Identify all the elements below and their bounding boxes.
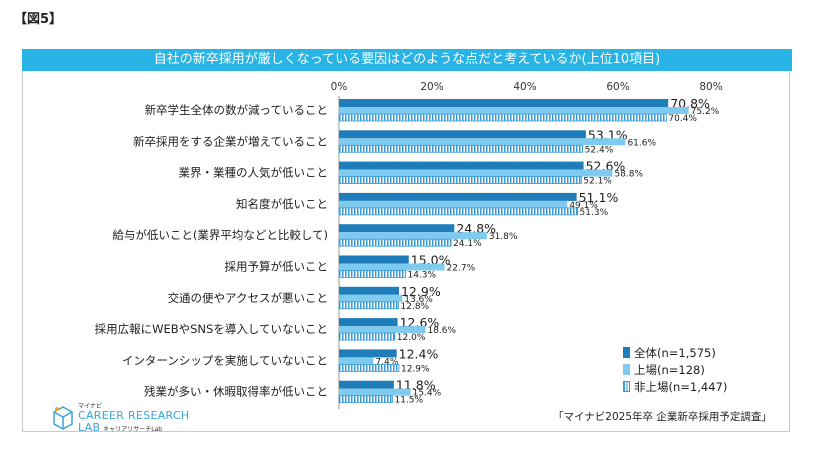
legend-swatch-listed: [623, 364, 630, 375]
bar-unlisted: [338, 363, 400, 372]
data-label-unlisted: 12.9%: [401, 364, 430, 374]
bar-unlisted: [338, 332, 396, 341]
bar-listed: [339, 263, 445, 271]
logo-line2: LAB: [78, 420, 101, 434]
category-label: 知名度が低いこと: [236, 197, 328, 211]
data-label-unlisted: 51.3%: [580, 208, 609, 218]
bar-unlisted: [338, 113, 667, 122]
data-label-unlisted: 70.4%: [668, 114, 697, 124]
bar-unlisted: [338, 144, 584, 153]
data-label-unlisted: 12.0%: [397, 333, 426, 343]
logo-top-text: マイナビ: [78, 403, 102, 410]
bar-unlisted: [338, 176, 582, 185]
x-tick-label: 80%: [699, 81, 722, 93]
bar-listed: [339, 200, 568, 208]
category-label: 採用広報にWEBやSNSを導入していないこと: [95, 322, 328, 336]
bar-all: [339, 380, 394, 389]
bar-listed: [339, 138, 626, 146]
data-label-unlisted: 24.1%: [453, 239, 482, 249]
legend-label-all: 全体(n=1,575): [634, 345, 716, 360]
bar-all: [339, 130, 586, 139]
bar-listed: [339, 107, 689, 114]
category-label: 採用予算が低いこと: [225, 260, 329, 274]
career-research-lab-logo: マイナビ CAREER RESEARCH LAB キャリアリサーチLab: [52, 403, 190, 434]
data-label-unlisted: 52.1%: [583, 177, 612, 187]
x-tick-label: 40%: [513, 81, 536, 93]
data-label-listed: 15.4%: [413, 389, 442, 399]
bar-listed: [339, 232, 487, 240]
data-label-listed: 49.1%: [569, 201, 598, 211]
bar-unlisted: [338, 270, 406, 278]
data-label-listed: 18.6%: [427, 326, 456, 336]
bar-all: [339, 318, 398, 327]
category-label: 残業が多い・休暇取得率が低いこと: [144, 385, 328, 399]
data-label-all: 51.1%: [579, 190, 619, 205]
bar-listed: [339, 388, 411, 396]
data-label-unlisted: 12.8%: [401, 302, 430, 312]
data-label-unlisted: 14.3%: [407, 271, 436, 281]
legend-label-unlisted: 非上場(n=1,447): [634, 379, 728, 394]
bar-all: [339, 99, 669, 107]
cube-logo-icon: [53, 406, 73, 430]
data-label-unlisted: 52.4%: [585, 145, 614, 155]
category-label: インターンシップを実施していないこと: [122, 353, 328, 367]
bar-unlisted: [338, 207, 578, 216]
x-tick-label: 20%: [420, 81, 443, 93]
bar-all: [339, 349, 397, 358]
bar-unlisted: [338, 238, 452, 247]
legend-swatch-all: [623, 347, 630, 358]
data-label-all: 12.4%: [399, 346, 439, 361]
x-tick-label: 60%: [606, 81, 629, 93]
source-note: 「マイナビ2025年卒 企業新卒採用予定調査」: [553, 411, 772, 423]
bar-listed: [339, 326, 426, 334]
legend-item-listed: 上場(n=128): [623, 361, 727, 378]
category-label: 新卒採用をする企業が増えていること: [133, 134, 328, 148]
bar-all: [339, 286, 399, 295]
data-label-listed: 75.2%: [691, 107, 720, 117]
bar-all: [339, 255, 409, 264]
legend: 全体(n=1,575) 上場(n=128) 非上場(n=1,447): [623, 344, 727, 395]
data-label-listed: 22.7%: [447, 264, 476, 274]
chart-title: 自社の新卒採用が厳しくなっている要因はどのような点だと考えているか(上位10項目…: [22, 49, 792, 71]
data-label-listed: 7.4%: [375, 357, 398, 367]
category-label: 給与が低いこと(業界平均などと比較して): [112, 228, 328, 242]
logo-line1: CAREER RESEARCH: [78, 409, 190, 423]
bar-listed: [339, 357, 374, 365]
category-label: 交通の便やアクセスが悪いこと: [168, 291, 328, 305]
bar-all: [339, 161, 584, 170]
bar-unlisted: [338, 395, 393, 404]
data-label-listed: 61.6%: [627, 138, 656, 148]
bar-all: [339, 192, 577, 201]
legend-label-listed: 上場(n=128): [634, 362, 705, 377]
bar-listed: [339, 294, 403, 302]
bar-listed: [339, 169, 613, 177]
bar-unlisted: [338, 301, 399, 310]
legend-item-all: 全体(n=1,575): [623, 344, 727, 361]
bar-all: [339, 224, 455, 233]
category-label: 新卒学生全体の数が減っていること: [145, 103, 328, 117]
data-label-listed: 58.8%: [614, 170, 643, 180]
legend-swatch-unlisted: [623, 381, 630, 392]
logo-sub: キャリアリサーチLab: [103, 425, 163, 433]
data-label-all: 12.9%: [401, 284, 441, 299]
legend-item-unlisted: 非上場(n=1,447): [623, 378, 727, 395]
x-tick-label: 0%: [331, 81, 348, 93]
category-label: 業界・業種の人気が低いこと: [179, 166, 329, 180]
figure-label: 【図5】: [14, 12, 63, 27]
data-label-listed: 31.8%: [489, 232, 518, 242]
data-label-listed: 13.6%: [404, 295, 433, 305]
data-label-unlisted: 11.5%: [394, 396, 423, 406]
